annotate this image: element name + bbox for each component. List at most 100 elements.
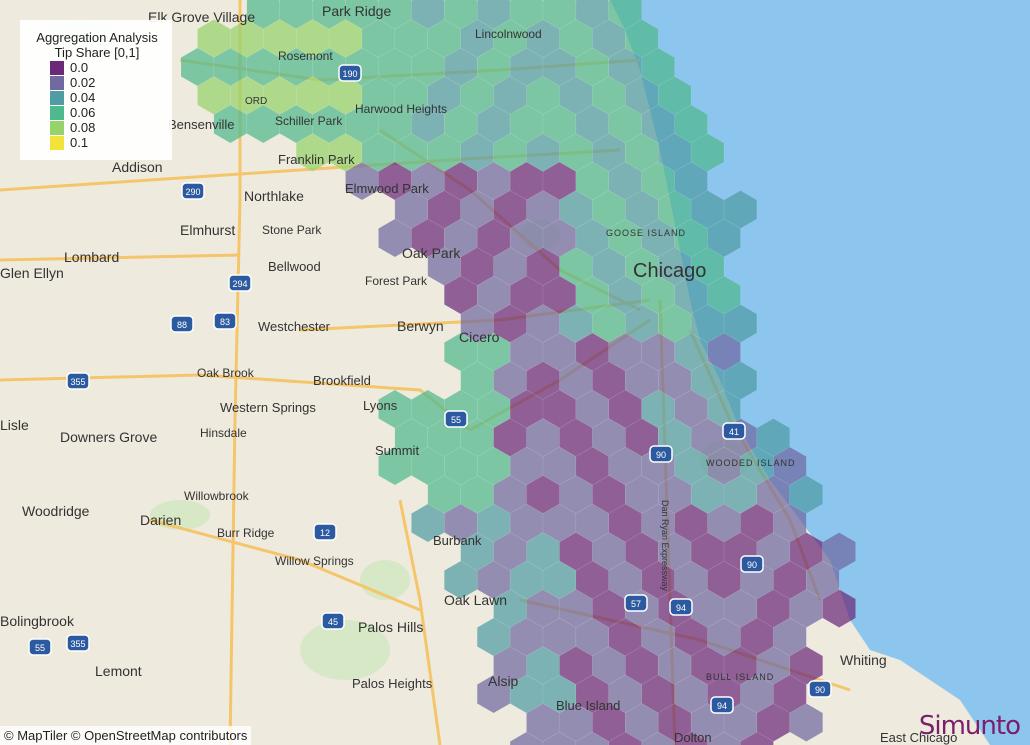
place-label: Harwood Heights: [355, 102, 447, 116]
hex-cell[interactable]: [608, 731, 642, 745]
highway-shield: 55: [444, 410, 468, 428]
shield-number: 94: [676, 603, 686, 613]
hex-cell[interactable]: [542, 731, 577, 745]
legend-item: 0.02: [50, 75, 162, 90]
legend-title: Aggregation Analysis: [36, 30, 158, 45]
place-label: Whiting: [840, 652, 887, 668]
road: [149, 518, 421, 612]
place-label: Rosemont: [278, 49, 333, 63]
place-label: Downers Grove: [60, 429, 157, 445]
highway-shield: 90: [808, 680, 832, 698]
hexbin-layer: [180, 0, 856, 745]
place-label: Chicago: [633, 260, 706, 282]
place-label: Westchester: [258, 319, 331, 334]
place-label: Lyons: [363, 398, 398, 413]
place-label: Brookfield: [313, 373, 371, 388]
place-label: Oak Brook: [197, 366, 255, 380]
hex-cell[interactable]: [575, 731, 610, 745]
place-label: Lincolnwood: [475, 27, 542, 41]
place-label: Blue Island: [556, 698, 620, 713]
highway-shield: 94: [669, 598, 693, 616]
place-label: Dolton: [674, 730, 712, 745]
place-labels: Elk Grove Village Park Ridge Lincolnwood Ro…: [0, 3, 957, 745]
place-label: Bolingbrook: [0, 613, 75, 629]
place-label: Willow Springs: [275, 554, 354, 568]
legend-label: 0.08: [70, 120, 96, 135]
shield-number: 41: [729, 427, 739, 437]
place-label: Western Springs: [220, 400, 316, 415]
place-label: WOODED ISLAND: [706, 458, 796, 468]
place-label: Dan Ryan Expressway: [660, 500, 670, 592]
place-label: Elmhurst: [180, 222, 235, 238]
legend: Aggregation Analysis Tip Share [0,1] 0.0…: [20, 20, 172, 160]
highway-shield: 83: [213, 312, 237, 330]
highway-shield: 290: [181, 182, 205, 200]
place-label: Lisle: [0, 417, 29, 433]
legend-label: 0.0: [70, 60, 89, 75]
place-label: Franklin Park: [278, 152, 355, 167]
road: [0, 253, 241, 262]
shield-number: 45: [328, 617, 338, 627]
legend-label: 0.02: [70, 75, 96, 90]
shield-number: 83: [220, 317, 230, 327]
legend-item: 0.08: [50, 120, 162, 135]
place-label: Glen Ellyn: [0, 265, 64, 281]
highway-shield: 57: [624, 594, 648, 612]
place-label: Cicero: [459, 329, 500, 345]
shield-number: 88: [177, 320, 187, 330]
hex-cell[interactable]: [822, 589, 856, 628]
shield-number: 55: [35, 643, 45, 653]
place-label: Woodridge: [22, 503, 90, 519]
legend-swatch: [50, 135, 64, 150]
shield-number: 12: [320, 528, 330, 538]
hex-cell[interactable]: [740, 731, 774, 745]
place-label: Bensenville: [168, 117, 235, 132]
highway-shield: 45: [321, 612, 345, 630]
highway-shield: 88: [170, 315, 194, 333]
legend-swatch: [50, 75, 64, 90]
legend-label: 0.1: [70, 135, 89, 150]
place-label: Alsip: [488, 673, 519, 689]
legend-swatch: [50, 90, 64, 105]
legend-swatch: [50, 60, 64, 75]
map-attribution[interactable]: © MapTiler © OpenStreetMap contributors: [0, 726, 252, 745]
place-label: Park Ridge: [322, 3, 391, 19]
place-label: Forest Park: [365, 274, 428, 288]
place-label: Summit: [375, 443, 419, 458]
place-label: Lemont: [95, 663, 142, 679]
legend-label: 0.06: [70, 105, 96, 120]
shield-number: 57: [631, 599, 641, 609]
highway-shield: 355: [66, 372, 90, 390]
hex-cell[interactable]: [509, 731, 544, 745]
legend-swatch: [50, 120, 64, 135]
shield-number: 290: [185, 187, 200, 197]
place-label: Elk Grove Village: [148, 9, 255, 25]
place-label: Stone Park: [262, 223, 322, 237]
hex-cell[interactable]: [641, 731, 675, 745]
shield-number: 94: [717, 701, 727, 711]
place-label: Northlake: [244, 188, 304, 204]
legend-subtitle: Tip Share [0,1]: [54, 45, 140, 60]
hex-cell[interactable]: [674, 731, 708, 745]
highway-shield: 355: [66, 634, 90, 652]
park-area: [300, 620, 390, 680]
shield-number: 90: [747, 560, 757, 570]
highway-shield: 94: [710, 696, 734, 714]
shield-number: 90: [656, 450, 666, 460]
shield-number: 90: [815, 685, 825, 695]
place-label: Palos Hills: [358, 619, 423, 635]
place-label: Willowbrook: [184, 489, 250, 503]
place-label: ORD: [245, 96, 267, 107]
hex-cell[interactable]: [707, 731, 741, 745]
lake-michigan: [610, 0, 1030, 745]
legend-item: 0.04: [50, 90, 162, 105]
place-label: Burr Ridge: [217, 526, 275, 540]
place-label: Palos Heights: [352, 676, 433, 691]
highway-shield: 55: [28, 638, 52, 656]
place-label: Addison: [112, 159, 163, 175]
legend-label: 0.04: [70, 90, 96, 105]
place-label: East Chicago: [880, 730, 957, 745]
shield-number: 355: [70, 639, 85, 649]
hex-cell[interactable]: [789, 703, 823, 742]
